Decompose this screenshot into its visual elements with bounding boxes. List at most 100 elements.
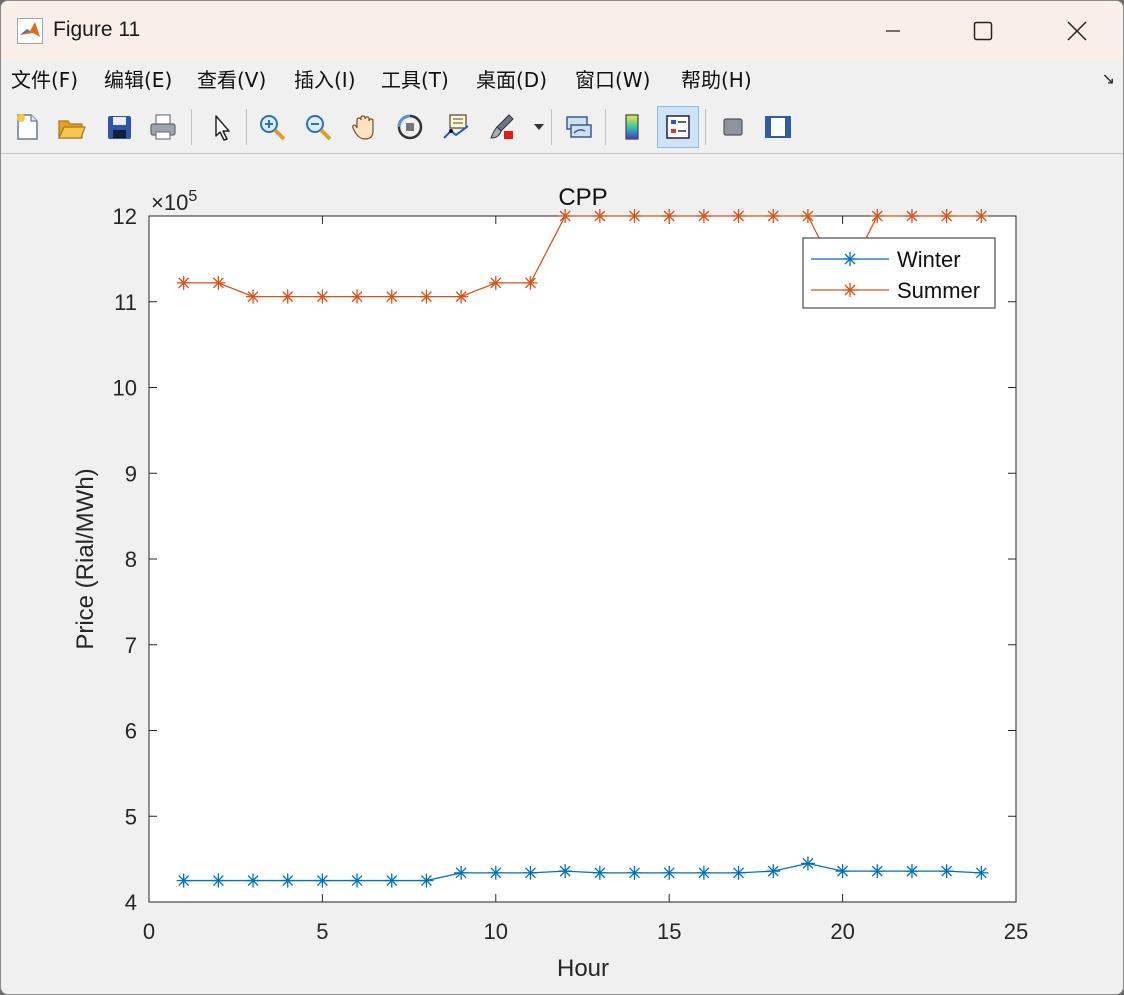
data-point-summer[interactable] bbox=[384, 289, 399, 304]
series bbox=[176, 209, 989, 888]
brush-button[interactable] bbox=[481, 106, 523, 148]
data-point-summer[interactable] bbox=[558, 209, 573, 223]
data-point-winter[interactable] bbox=[454, 865, 469, 880]
legend-marker-winter[interactable] bbox=[843, 252, 857, 266]
edit-plot-button[interactable] bbox=[199, 106, 241, 148]
menu-file[interactable]: 文件(F) bbox=[11, 68, 79, 92]
data-point-summer[interactable] bbox=[904, 209, 919, 223]
open-file-button[interactable] bbox=[50, 106, 92, 148]
x-tick-label: 25 bbox=[1004, 919, 1028, 944]
insert-colorbar-button[interactable] bbox=[611, 106, 653, 148]
y-tick-label: 11 bbox=[114, 290, 137, 315]
insert-legend-button[interactable] bbox=[657, 106, 699, 148]
data-point-summer[interactable] bbox=[696, 209, 711, 223]
data-point-winter[interactable] bbox=[974, 865, 989, 880]
data-point-winter[interactable] bbox=[696, 865, 711, 880]
zoom-in-icon bbox=[260, 115, 286, 141]
menu-edit[interactable]: 编辑(E) bbox=[104, 68, 173, 92]
dock-figure-icon[interactable]: ↘ bbox=[1101, 69, 1115, 88]
legend-marker-summer[interactable] bbox=[843, 283, 857, 297]
print-button[interactable] bbox=[142, 106, 184, 148]
data-point-winter[interactable] bbox=[384, 873, 399, 888]
zoom-out-icon bbox=[306, 115, 332, 141]
rotate-3d-button[interactable] bbox=[389, 106, 431, 148]
data-point-summer[interactable] bbox=[488, 275, 503, 290]
data-point-winter[interactable] bbox=[731, 865, 746, 880]
zoom-out-button[interactable] bbox=[297, 106, 339, 148]
brush-menu-button[interactable] bbox=[529, 106, 549, 148]
close-button[interactable] bbox=[1031, 1, 1123, 61]
data-point-winter[interactable] bbox=[766, 864, 781, 879]
link-plot-icon bbox=[566, 116, 592, 138]
menu-insert[interactable]: 插入(I) bbox=[294, 68, 356, 92]
colorbar-icon bbox=[625, 114, 639, 140]
data-point-summer[interactable] bbox=[627, 209, 642, 223]
data-point-summer[interactable] bbox=[592, 209, 607, 223]
data-point-winter[interactable] bbox=[800, 856, 815, 871]
data-point-winter[interactable] bbox=[939, 864, 954, 879]
brush-icon bbox=[490, 114, 514, 139]
data-point-summer[interactable] bbox=[939, 209, 954, 223]
menu-tools[interactable]: 工具(T) bbox=[381, 68, 449, 92]
data-point-summer[interactable] bbox=[280, 289, 295, 304]
minimize-button[interactable] bbox=[847, 1, 939, 61]
menu-help[interactable]: 帮助(H) bbox=[681, 68, 752, 92]
data-point-winter[interactable] bbox=[315, 873, 330, 888]
data-point-summer[interactable] bbox=[454, 289, 469, 304]
data-point-winter[interactable] bbox=[488, 865, 503, 880]
data-point-summer[interactable] bbox=[523, 275, 538, 290]
hide-plot-tools-button[interactable] bbox=[712, 106, 754, 148]
data-point-summer[interactable] bbox=[246, 289, 261, 304]
data-point-summer[interactable] bbox=[766, 209, 781, 223]
data-point-summer[interactable] bbox=[800, 209, 815, 223]
data-point-winter[interactable] bbox=[176, 873, 191, 888]
save-button[interactable] bbox=[98, 106, 140, 148]
menu-view[interactable]: 查看(V) bbox=[197, 68, 267, 92]
legend[interactable]: Winter Summer bbox=[802, 237, 996, 309]
data-point-summer[interactable] bbox=[211, 275, 226, 290]
menu-desktop[interactable]: 桌面(D) bbox=[476, 68, 548, 92]
data-point-winter[interactable] bbox=[211, 873, 226, 888]
data-point-summer[interactable] bbox=[870, 209, 885, 223]
data-point-winter[interactable] bbox=[523, 865, 538, 880]
data-point-winter[interactable] bbox=[350, 873, 365, 888]
data-point-summer[interactable] bbox=[350, 289, 365, 304]
zoom-in-button[interactable] bbox=[251, 106, 293, 148]
y-tick-label: 6 bbox=[125, 719, 137, 744]
data-point-summer[interactable] bbox=[662, 209, 677, 223]
data-point-summer[interactable] bbox=[315, 289, 330, 304]
data-point-winter[interactable] bbox=[870, 864, 885, 879]
data-point-summer[interactable] bbox=[176, 275, 191, 290]
ticks: 0 5 10 15 20 25 4 5 6 7 8 9 10 11 12 bbox=[113, 204, 1029, 944]
data-cursor-button[interactable] bbox=[435, 106, 477, 148]
hand-icon bbox=[352, 115, 374, 140]
data-point-winter[interactable] bbox=[280, 873, 295, 888]
data-point-summer[interactable] bbox=[974, 209, 989, 223]
data-point-winter[interactable] bbox=[627, 865, 642, 880]
data-point-winter[interactable] bbox=[558, 864, 573, 879]
pan-button[interactable] bbox=[343, 106, 385, 148]
data-point-summer[interactable] bbox=[731, 209, 746, 223]
data-point-winter[interactable] bbox=[662, 865, 677, 880]
data-point-winter[interactable] bbox=[419, 873, 434, 888]
data-point-winter[interactable] bbox=[592, 865, 607, 880]
data-point-winter[interactable] bbox=[835, 864, 850, 879]
x-tick-label: 15 bbox=[657, 919, 681, 944]
link-plot-button[interactable] bbox=[557, 106, 599, 148]
close-icon bbox=[1067, 21, 1087, 41]
data-point-winter[interactable] bbox=[904, 864, 919, 879]
new-file-icon bbox=[17, 114, 38, 140]
data-point-winter[interactable] bbox=[246, 873, 261, 888]
printer-icon bbox=[150, 114, 176, 140]
legend-label-summer: Summer bbox=[897, 278, 980, 303]
new-figure-button[interactable] bbox=[6, 106, 48, 148]
maximize-button[interactable] bbox=[937, 1, 1029, 61]
title-bar[interactable]: Figure 11 bbox=[1, 1, 1123, 61]
menu-window[interactable]: 窗口(W) bbox=[575, 68, 651, 92]
data-point-summer[interactable] bbox=[419, 289, 434, 304]
hide-plot-tools-icon bbox=[723, 118, 743, 136]
show-plot-tools-button[interactable] bbox=[757, 106, 799, 148]
chart-title: CPP bbox=[558, 184, 607, 211]
plot-area bbox=[148, 215, 1017, 903]
